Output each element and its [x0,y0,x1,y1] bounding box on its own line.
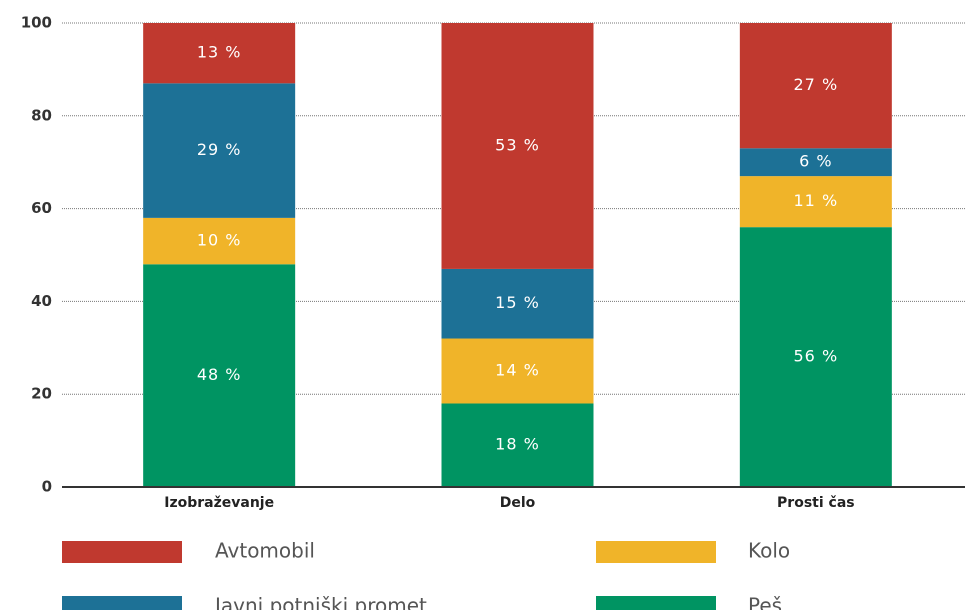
value-label: 14 % [495,361,540,380]
bar-segment [441,23,594,269]
legend-label: Kolo [748,539,790,563]
y-tick-label: 20 [31,385,52,403]
legend-swatch [596,541,716,563]
value-label: 15 % [495,293,540,312]
value-label: 18 % [495,435,540,454]
bar-segment [143,23,296,84]
value-label: 10 % [197,231,242,250]
value-label: 53 % [495,135,540,154]
bar-segment [143,83,296,218]
legend-label: Avtomobil [215,539,315,563]
value-label: 13 % [197,43,242,62]
bar-segment [143,217,296,265]
legend-label: Javni potniški promet [213,594,427,610]
x-tick-label: Delo [500,495,536,511]
bar-segment [739,23,892,149]
y-tick-label: 0 [42,478,52,496]
value-label: 48 % [197,365,242,384]
value-label: 6 % [799,152,832,171]
bar-segment [441,338,594,404]
bar-segment [441,268,594,339]
x-tick-label: Izobraževanje [164,495,274,511]
y-tick-label: 60 [31,199,52,217]
value-label: 27 % [794,75,839,94]
bar-segment [441,403,594,487]
legend-swatch [596,596,716,610]
y-tick-label: 80 [31,106,52,124]
legend-swatch [62,596,182,610]
y-tick-label: 40 [31,292,52,310]
legend-label: Peš [748,594,782,610]
bar-segment [143,264,296,487]
y-tick-label: 100 [21,14,52,32]
value-label: 29 % [197,140,242,159]
bar-segment [739,176,892,228]
bar-segment [739,148,892,177]
value-label: 11 % [794,191,839,210]
bar-segment [739,227,892,487]
x-tick-label: Prosti čas [777,495,855,511]
legend-swatch [62,541,182,563]
value-label: 56 % [794,347,839,366]
